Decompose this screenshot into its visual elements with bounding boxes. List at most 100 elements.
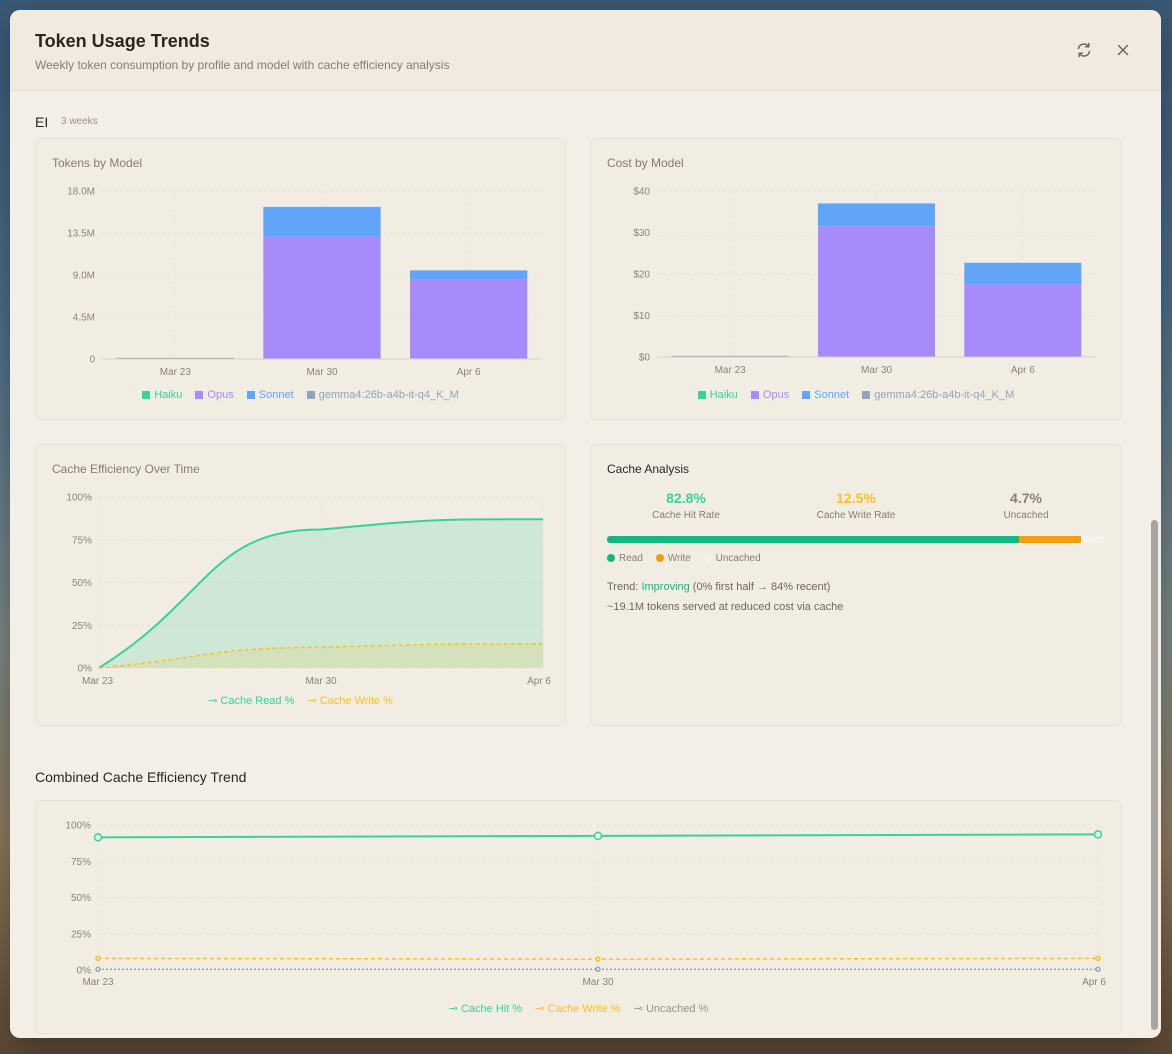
- series-line: [98, 518, 544, 669]
- y-tick-label: 100%: [66, 493, 92, 504]
- y-tick-label: 18.0M: [67, 187, 95, 198]
- bar-gemma4: [671, 355, 789, 357]
- profile-period: 3 weeks: [61, 116, 98, 127]
- y-tick-label: 9.0M: [73, 271, 95, 282]
- profile-name: EI: [35, 114, 49, 130]
- write-segment: [1018, 536, 1081, 543]
- cache-hit-value: 82.8%: [666, 490, 706, 506]
- y-tick-label: 50%: [71, 893, 91, 904]
- bar-sonnet: [410, 270, 528, 280]
- uncached-segment: [1080, 536, 1104, 543]
- x-tick-label: Mar 30: [306, 367, 338, 378]
- refresh-button[interactable]: [1074, 40, 1094, 60]
- y-tick-label: 100%: [65, 821, 91, 832]
- cost-by-model-chart: $0 $10 $20 $30 $40 Mar 23 Mar 30 Apr 6: [633, 187, 1096, 376]
- x-tick-label: Apr 6: [457, 367, 481, 378]
- data-point: [1095, 955, 1101, 962]
- cache-savings-text: ~19.1M tokens served at reduced cost via…: [607, 601, 844, 613]
- y-tick-label: $30: [633, 228, 650, 239]
- modal-subtitle: Weekly token consumption by profile and …: [35, 58, 450, 72]
- y-tick-label: 0%: [78, 664, 93, 675]
- y-tick-label: $40: [633, 187, 650, 198]
- scrollbar-thumb[interactable]: [1151, 520, 1158, 1030]
- close-button[interactable]: [1113, 40, 1133, 60]
- combined-trend-title: Combined Cache Efficiency Trend: [35, 769, 247, 785]
- x-tick-label: Mar 30: [305, 676, 337, 687]
- tokens-by-model-card: Tokens by Model 0 4.5M 9.0M 13.5M 18.0M Mar 2…: [35, 138, 566, 420]
- y-tick-label: 25%: [72, 621, 92, 632]
- data-point: [95, 966, 101, 973]
- card-title: Cost by Model: [607, 156, 684, 170]
- chart-legend: ⊸ Cache Hit % ⊸ Cache Write % ⊸ Uncached…: [36, 1002, 1121, 1015]
- card-title: Cache Efficiency Over Time: [52, 462, 200, 476]
- cache-efficiency-card: Cache Efficiency Over Time 0% 25% 50% 75% 10…: [35, 444, 566, 726]
- legend-cache-hit[interactable]: ⊸ Cache Hit %: [448, 1003, 523, 1015]
- area-fill: [99, 519, 543, 668]
- uncached-stat: 4.7% Uncached: [946, 490, 1106, 521]
- legend-haiku[interactable]: Haiku: [697, 389, 738, 401]
- y-tick-label: 50%: [72, 578, 92, 589]
- x-tick-label: Mar 30: [582, 977, 614, 988]
- chart-legend: ⊸ Cache Read % ⊸ Cache Write %: [36, 694, 565, 707]
- legend-opus[interactable]: Opus: [195, 389, 234, 401]
- legend-cache-write[interactable]: ⊸ Cache Write %: [535, 1003, 621, 1015]
- cache-hit-label: Cache Hit Rate: [652, 510, 720, 521]
- card-title: Tokens by Model: [52, 156, 143, 170]
- uncached-value: 4.7%: [1010, 490, 1042, 506]
- legend-gemma[interactable]: gemma4:26b-a4b-it-q4_K_M: [862, 389, 1014, 401]
- x-tick-label: Mar 23: [82, 977, 114, 988]
- bar-sonnet: [263, 206, 381, 237]
- bar-opus: [964, 284, 1082, 357]
- area-fill: [99, 644, 543, 668]
- modal-title: Token Usage Trends: [35, 31, 210, 51]
- bar-opus: [817, 226, 936, 357]
- x-tick-label: Apr 6: [1082, 977, 1106, 988]
- data-point: [595, 956, 601, 962]
- bar-opus: [263, 236, 381, 359]
- y-tick-label: 25%: [71, 929, 91, 940]
- combined-trend-chart: 0% 25% 50% 75% 100% Mar 23 Mar 30 Apr 6: [65, 821, 1106, 989]
- y-tick-label: $20: [633, 270, 650, 281]
- legend-cache-write[interactable]: ⊸ Cache Write %: [307, 695, 393, 707]
- legend-uncached[interactable]: ⊸ Uncached %: [633, 1003, 709, 1015]
- legend-sonnet[interactable]: Sonnet: [802, 389, 849, 401]
- y-tick-label: 75%: [71, 857, 91, 868]
- token-usage-modal: Token Usage Trends Weekly token consumpt…: [10, 10, 1161, 1038]
- combined-trend-card: 0% 25% 50% 75% 100% Mar 23 Mar 30 Apr 6 ⊸ Cache…: [35, 800, 1122, 1034]
- data-point: [593, 831, 603, 841]
- chart-legend: Haiku Opus Sonnet gemma4:26b-a4b-it-q4_K…: [591, 389, 1121, 401]
- cache-analysis-card: Cache Analysis 82.8% Cache Hit Rate 12.5…: [590, 444, 1122, 726]
- cost-by-model-card: Cost by Model $0 $10 $20 $30 $40 Mar 23 Mar 30…: [590, 138, 1122, 420]
- x-tick-label: Mar 23: [160, 367, 192, 378]
- y-tick-label: 0: [89, 355, 95, 366]
- refresh-icon: [1077, 42, 1091, 58]
- x-tick-label: Mar 23: [715, 365, 747, 376]
- cache-bar-legend: Read Write Uncached: [607, 553, 761, 564]
- legend-gemma[interactable]: gemma4:26b-a4b-it-q4_K_M: [306, 389, 459, 401]
- uncached-label: Uncached: [1003, 510, 1049, 521]
- cache-efficiency-chart: 0% 25% 50% 75% 100% Mar 23 Mar 30 Apr 6: [66, 493, 551, 688]
- data-point: [1093, 830, 1103, 839]
- trend-status: Improving: [641, 581, 690, 593]
- cache-write-label: Cache Write Rate: [816, 510, 896, 521]
- legend-opus[interactable]: Opus: [750, 389, 789, 401]
- trend-text: Trend: Improving (0% first half → 84% re…: [607, 581, 831, 593]
- modal-header: Token Usage Trends Weekly token consumpt…: [10, 10, 1161, 91]
- data-point: [1095, 966, 1101, 973]
- x-tick-label: Mar 23: [82, 676, 114, 687]
- card-title: Cache Analysis: [607, 462, 690, 476]
- legend-haiku[interactable]: Haiku: [142, 389, 182, 401]
- cache-write-value: 12.5%: [836, 490, 876, 506]
- y-tick-label: $10: [633, 311, 650, 322]
- y-tick-label: 13.5M: [67, 229, 95, 240]
- bar-sonnet: [964, 262, 1082, 285]
- legend-cache-read[interactable]: ⊸ Cache Read %: [208, 695, 295, 707]
- data-point: [93, 833, 103, 842]
- chart-legend: Haiku Opus Sonnet gemma4:26b-a4b-it-q4_K…: [36, 389, 565, 401]
- legend-sonnet[interactable]: Sonnet: [246, 389, 294, 401]
- y-tick-label: $0: [639, 353, 651, 364]
- y-tick-label: 4.5M: [73, 313, 95, 324]
- cache-distribution-bar: [607, 536, 1104, 543]
- bar-gemma4: [116, 357, 234, 359]
- modal-content[interactable]: EI 3 weeks Tokens by Model 0 4.5M 9.0M 13.5…: [10, 90, 1161, 1038]
